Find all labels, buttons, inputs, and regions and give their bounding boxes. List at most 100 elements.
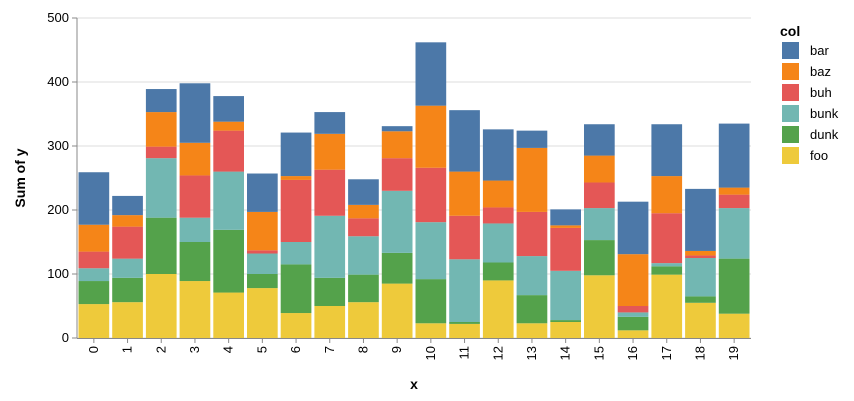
bar-buh-9 [381,158,413,191]
bar-dunk-19 [718,258,750,314]
bar-baz-16 [617,254,649,306]
bar-dunk-3 [179,242,211,282]
y-tick-label: 400 [47,74,69,89]
bar-buh-14 [550,227,581,271]
bar-dunk-2 [145,217,177,274]
bar-baz-18 [685,250,716,256]
bar-buh-16 [617,306,649,313]
bar-bunk-13 [516,256,548,296]
bar-dunk-9 [381,252,413,284]
x-tick-label: 8 [355,346,370,353]
x-axis-ticks: 0 1 2 3 4 5 6 7 8 9 10 11 12 13 14 15 16 17 18 19 [86,338,741,360]
bar-baz-12 [482,180,514,208]
bar-dunk-12 [482,262,514,281]
y-tick-label: 100 [47,266,69,281]
x-tick-label: 7 [322,346,337,353]
x-tick-label: 5 [254,346,269,353]
bar-bunk-18 [685,258,716,297]
bar-bar-8 [348,179,379,205]
bar-bar-3 [179,83,211,143]
bar-dunk-17 [651,266,683,275]
bar-baz-3 [179,142,211,176]
x-tick-label: 12 [490,346,505,360]
bar-buh-5 [247,250,278,254]
x-tick-label: 0 [86,346,101,353]
bar-dunk-15 [584,240,615,276]
bar-dunk-7 [314,277,346,306]
bar-foo-17 [651,274,683,338]
bar-foo-19 [718,313,750,338]
bar-foo-8 [348,302,379,338]
bar-foo-18 [685,302,716,338]
bar-buh-3 [179,175,211,218]
bar-baz-2 [145,112,177,147]
x-tick-label: 9 [389,346,404,353]
bar-bar-17 [651,124,683,177]
bar-buh-18 [685,255,716,258]
bar-buh-11 [449,215,480,260]
bar-bar-6 [280,132,312,177]
bar-baz-17 [651,176,683,214]
legend-label-dunk: dunk [810,127,839,142]
bar-baz-9 [381,131,413,159]
x-tick-label: 6 [288,346,303,353]
bar-bar-14 [550,209,581,226]
bar-foo-9 [381,283,413,338]
bar-bunk-4 [213,171,244,230]
bar-bunk-2 [145,158,177,218]
bar-bunk-11 [449,259,480,322]
x-tick-label: 2 [153,346,168,353]
bar-bunk-10 [415,222,447,280]
bar-buh-13 [516,211,548,257]
bar-baz-15 [584,155,615,183]
y-tick-label: 300 [47,138,69,153]
bar-dunk-14 [550,320,581,322]
bar-buh-0 [78,251,110,269]
bar-bunk-12 [482,223,514,263]
x-tick-label: 16 [625,346,640,360]
legend-label-bar: bar [810,43,829,58]
bar-dunk-18 [685,296,716,303]
bar-bar-9 [381,126,413,132]
bar-bar-7 [314,112,346,134]
bar-foo-15 [584,275,615,338]
legend-label-foo: foo [810,148,828,163]
x-tick-label: 19 [726,346,741,360]
legend-swatch-baz [782,63,799,80]
x-tick-label: 14 [558,346,573,360]
bar-bunk-14 [550,270,581,321]
bar-foo-2 [145,274,177,338]
bar-dunk-11 [449,322,480,324]
bar-bar-5 [247,173,278,212]
bar-baz-8 [348,204,379,219]
bar-bunk-16 [617,312,649,317]
bar-bunk-9 [381,190,413,253]
bar-baz-19 [718,187,750,195]
bar-bar-10 [415,42,447,106]
bar-baz-10 [415,105,447,168]
bar-dunk-10 [415,279,447,324]
legend-swatch-bunk [782,105,799,122]
y-axis-title: Sum of y [12,148,28,207]
gridlines [77,17,751,339]
bar-dunk-8 [348,274,379,303]
bar-bar-11 [449,110,480,172]
bar-bunk-8 [348,236,379,275]
bar-buh-7 [314,169,346,216]
bar-bunk-6 [280,242,312,265]
bar-baz-14 [550,225,581,228]
bar-bunk-0 [78,268,110,282]
legend-swatch-buh [782,84,799,101]
bar-bar-4 [213,96,244,122]
bar-buh-12 [482,207,514,224]
bar-bar-12 [482,129,514,181]
bar-buh-10 [415,167,447,223]
axes [76,18,751,339]
bar-bunk-7 [314,215,346,278]
bar-dunk-16 [617,316,649,331]
bar-bunk-1 [112,258,143,278]
x-tick-label: 17 [659,346,674,360]
legend-swatch-bar [782,42,799,59]
bar-buh-2 [145,146,177,159]
bar-buh-19 [718,194,750,209]
